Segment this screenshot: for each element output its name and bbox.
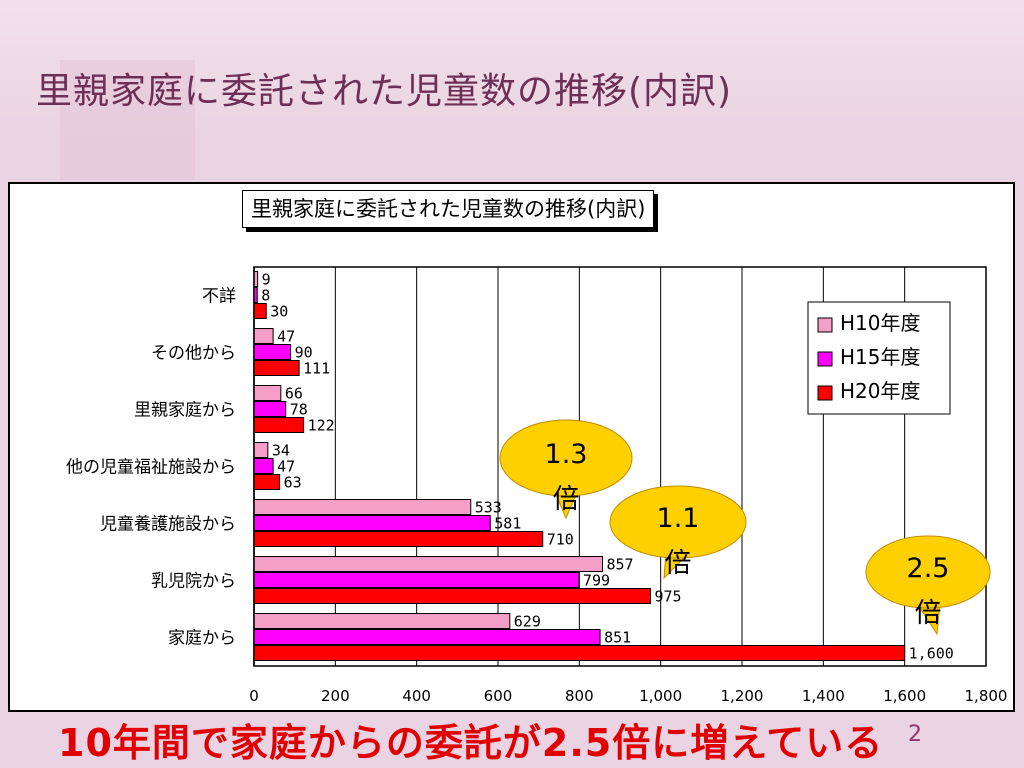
bar	[253, 385, 282, 401]
data-label: 710	[547, 531, 574, 549]
category-label: 児童養護施設から	[100, 515, 236, 535]
x-tick-label: 1,000	[639, 687, 682, 705]
x-tick-label: 1,200	[721, 687, 764, 705]
category-label: 不詳	[202, 287, 236, 307]
bar	[253, 515, 491, 531]
callout-value: 1.1	[657, 503, 700, 534]
bar	[253, 645, 906, 661]
category-label: 乳児院から	[151, 572, 236, 592]
callout-bubble	[609, 485, 747, 559]
bar	[253, 458, 274, 474]
category-label: 他の児童福祉施設から	[66, 458, 236, 478]
callout-bubble	[865, 535, 991, 609]
bar	[253, 442, 269, 458]
x-tick-label: 1,800	[965, 687, 1008, 705]
legend-label: H20年度	[840, 379, 921, 403]
data-label: 63	[284, 474, 302, 492]
x-tick-label: 200	[321, 687, 350, 705]
data-label: 1,600	[909, 645, 954, 663]
bar	[253, 531, 544, 547]
legend-swatch	[817, 351, 833, 367]
bar	[253, 303, 267, 319]
data-label: 47	[277, 328, 295, 346]
bar	[253, 613, 511, 629]
data-label: 629	[514, 613, 541, 631]
summary-note: 10年間で家庭からの委託が2.5倍に増えている	[58, 721, 884, 765]
legend-label: H15年度	[840, 345, 921, 369]
callout-value: 2.5	[907, 553, 950, 584]
callout-unit: 倍	[915, 598, 942, 629]
legend-swatch	[817, 385, 833, 401]
data-label: 8	[261, 287, 270, 305]
bar	[253, 360, 300, 376]
data-label: 47	[277, 458, 295, 476]
x-tick-label: 1,600	[883, 687, 926, 705]
data-label: 122	[308, 417, 335, 435]
x-tick-label: 800	[565, 687, 594, 705]
bar	[253, 629, 601, 645]
x-tick-label: 0	[249, 687, 259, 705]
legend-swatch	[817, 317, 833, 333]
x-tick-label: 600	[484, 687, 513, 705]
data-label: 66	[285, 385, 303, 403]
bar	[253, 401, 287, 417]
callout-unit: 倍	[553, 484, 580, 515]
category-label: 家庭から	[168, 629, 236, 649]
data-label: 857	[607, 556, 634, 574]
background-accent	[60, 60, 195, 180]
bar	[253, 556, 604, 572]
chart-title: 里親家庭に委託された児童数の推移(内訳)	[242, 190, 655, 228]
data-label: 34	[272, 442, 290, 460]
data-label: 90	[295, 344, 313, 362]
data-label: 9	[262, 271, 271, 289]
bar	[253, 328, 274, 344]
page-number: 2	[908, 722, 922, 747]
data-label: 111	[303, 360, 330, 378]
data-label: 975	[655, 588, 682, 606]
data-label: 533	[475, 499, 502, 517]
bar	[253, 474, 281, 490]
callout-bubble	[499, 419, 633, 497]
category-label: 里親家庭から	[134, 401, 236, 421]
x-tick-label: 400	[402, 687, 431, 705]
bar	[253, 588, 651, 604]
bar	[253, 499, 472, 515]
bar	[253, 572, 580, 588]
data-label: 78	[290, 401, 308, 419]
bar	[253, 344, 292, 360]
callout-unit: 倍	[665, 548, 692, 579]
data-label: 799	[583, 572, 610, 590]
x-tick-label: 1,400	[802, 687, 845, 705]
bar	[253, 417, 305, 433]
legend-label: H10年度	[840, 311, 921, 335]
category-label: その他から	[151, 344, 236, 364]
data-label: 30	[270, 303, 288, 321]
callout-value: 1.3	[545, 439, 588, 470]
data-label: 851	[604, 629, 631, 647]
data-label: 581	[494, 515, 521, 533]
slide-title: 里親家庭に委託された児童数の推移(内訳)	[36, 71, 733, 112]
